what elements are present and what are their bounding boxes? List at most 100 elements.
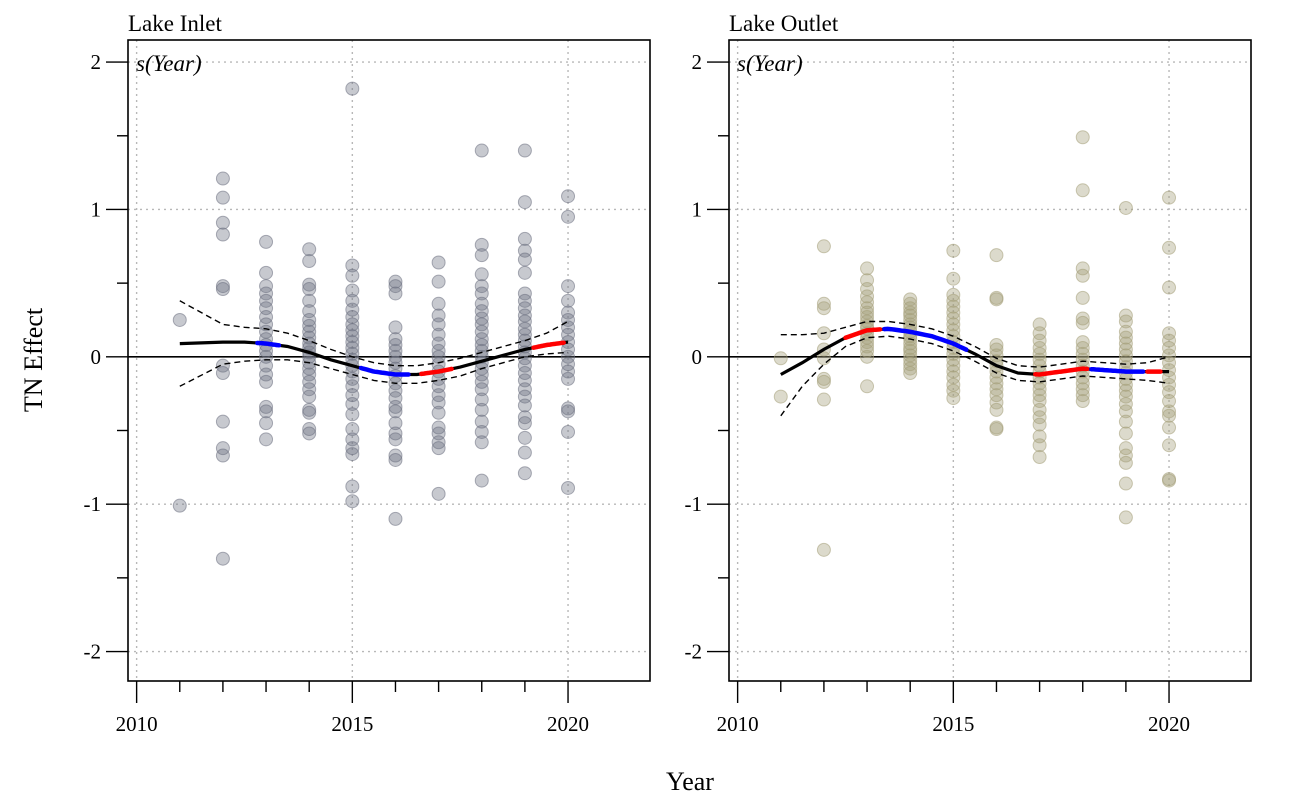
data-point	[431, 255, 446, 270]
data-point	[989, 376, 1004, 391]
data-point	[903, 301, 918, 316]
data-point	[1032, 450, 1047, 465]
y-tick-label: 1	[91, 197, 102, 221]
data-point	[860, 349, 875, 364]
data-point	[302, 277, 317, 292]
data-point	[259, 286, 274, 301]
data-point	[431, 405, 446, 420]
data-point	[989, 348, 1004, 363]
data-point	[388, 349, 403, 364]
data-point	[1075, 376, 1090, 391]
ci-upper-line	[179, 300, 569, 367]
data-point	[989, 248, 1004, 263]
data-point	[1075, 183, 1090, 198]
data-point	[946, 243, 961, 258]
data-point	[215, 551, 230, 566]
data-point	[561, 424, 576, 439]
data-point	[1118, 389, 1133, 404]
data-point	[474, 237, 489, 252]
data-point	[517, 398, 532, 413]
data-point	[1075, 290, 1090, 305]
y-tick-label: 1	[692, 197, 703, 221]
data-point	[1162, 370, 1177, 385]
data-point	[517, 466, 532, 481]
data-point	[1162, 438, 1177, 453]
data-point	[388, 426, 403, 441]
y-tick-label: 0	[692, 345, 703, 369]
data-point	[431, 317, 446, 332]
data-point	[1118, 396, 1133, 411]
data-point	[517, 231, 532, 246]
data-point	[431, 420, 446, 435]
data-point	[302, 382, 317, 397]
data-point	[259, 432, 274, 447]
data-point	[1032, 352, 1047, 367]
data-point	[345, 479, 360, 494]
data-point	[816, 239, 831, 254]
data-point	[1118, 324, 1133, 339]
data-point	[431, 395, 446, 410]
decreasing-segment	[882, 326, 969, 352]
y-tick-label: -1	[685, 492, 703, 516]
data-point	[474, 435, 489, 450]
data-point	[1118, 200, 1133, 215]
data-point	[302, 367, 317, 382]
data-point	[302, 324, 317, 339]
data-point	[388, 279, 403, 294]
data-point	[989, 338, 1004, 353]
data-point	[517, 445, 532, 460]
y-tick-label: -2	[685, 640, 703, 664]
data-point	[561, 364, 576, 379]
data-point	[1162, 377, 1177, 392]
data-point	[1075, 370, 1090, 385]
data-point	[1162, 408, 1177, 423]
data-point	[1162, 326, 1177, 341]
increasing-segment	[1033, 366, 1090, 377]
data-point	[474, 414, 489, 429]
data-point	[388, 511, 403, 526]
data-point	[474, 332, 489, 347]
data-point	[773, 389, 788, 404]
data-point	[561, 305, 576, 320]
data-point	[1032, 402, 1047, 417]
data-point	[474, 279, 489, 294]
data-point	[259, 310, 274, 325]
data-point	[302, 389, 317, 404]
data-point	[1162, 280, 1177, 295]
data-point	[903, 361, 918, 376]
data-point	[345, 441, 360, 456]
data-point	[345, 258, 360, 273]
data-point	[302, 293, 317, 308]
data-point	[517, 143, 532, 158]
ci-lower-line	[179, 351, 569, 387]
plot-frame	[728, 39, 1252, 682]
data-point	[215, 227, 230, 242]
data-point	[388, 274, 403, 289]
data-point	[517, 430, 532, 445]
data-point	[860, 339, 875, 354]
data-point	[561, 293, 576, 308]
data-point	[946, 358, 961, 373]
data-point	[345, 494, 360, 509]
data-point	[474, 143, 489, 158]
decreasing-segment	[358, 365, 411, 377]
data-point	[946, 311, 961, 326]
data-point	[1032, 376, 1047, 391]
data-point	[561, 357, 576, 372]
data-point	[860, 261, 875, 276]
data-point	[172, 312, 187, 327]
data-point	[345, 422, 360, 437]
data-point	[561, 279, 576, 294]
data-point	[1075, 130, 1090, 145]
data-point	[388, 320, 403, 335]
x-tick-label: 2015	[932, 712, 974, 736]
data-point	[1118, 414, 1133, 429]
ci-lower-line	[780, 335, 1170, 417]
data-point	[989, 292, 1004, 307]
data-point	[517, 321, 532, 336]
x-tick-label: 2010	[717, 712, 759, 736]
data-point	[302, 374, 317, 389]
data-point	[816, 301, 831, 316]
data-point	[1075, 394, 1090, 409]
data-point	[1075, 268, 1090, 283]
